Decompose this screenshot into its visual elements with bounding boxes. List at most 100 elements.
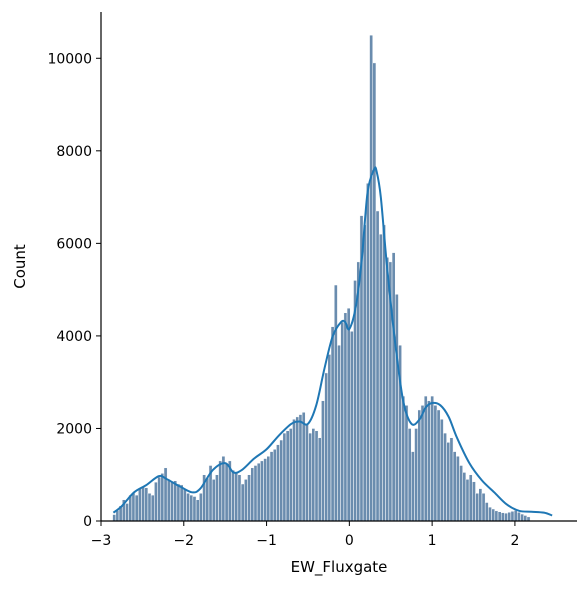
histogram-bar <box>192 496 197 522</box>
histogram-bar <box>452 451 457 522</box>
histogram-bar <box>411 451 415 522</box>
histogram-bar <box>215 474 219 522</box>
histogram-bar <box>272 449 277 522</box>
histogram-bar <box>375 210 380 522</box>
x-tick-label: 0 <box>345 533 354 549</box>
histogram-bar <box>462 472 467 522</box>
histogram-bar <box>330 326 335 522</box>
histogram-bar <box>510 511 515 522</box>
histogram-bar <box>231 469 235 522</box>
histogram-bar <box>115 510 120 522</box>
histogram-bar <box>237 474 242 522</box>
histogram-bar <box>240 483 245 522</box>
histogram-bar <box>484 502 489 522</box>
histogram-bar <box>433 405 438 522</box>
histogram-bar <box>343 312 348 522</box>
histogram-bar <box>407 428 412 522</box>
histogram-bar <box>224 462 229 522</box>
histogram-bar <box>333 284 338 522</box>
histogram-bar <box>459 465 463 522</box>
y-tick-label: 0 <box>83 514 92 530</box>
histogram-bar <box>292 418 296 522</box>
histogram-bar <box>125 503 129 522</box>
histogram-bar <box>491 508 496 522</box>
histogram-bar <box>282 432 287 522</box>
kde-layer <box>112 166 553 517</box>
histogram-bar <box>260 460 264 522</box>
histogram-bar <box>311 428 316 522</box>
x-tick-label: 2 <box>510 533 519 549</box>
histogram-bar <box>362 224 367 522</box>
y-tick-label: 4000 <box>56 329 92 345</box>
y-tick-label: 6000 <box>56 236 92 252</box>
histogram-bar <box>317 437 322 522</box>
histogram-bar <box>472 481 476 522</box>
histogram-bar <box>314 430 319 522</box>
histogram-bar <box>244 479 248 522</box>
histogram-bar <box>369 34 374 522</box>
axes-layer <box>100 12 577 522</box>
y-tick-label: 8000 <box>56 144 92 160</box>
histogram-bar <box>481 492 486 522</box>
histogram-bar <box>266 455 271 522</box>
x-ticks: −3 −2 −1 0 1 2 <box>91 521 519 549</box>
histogram-bar <box>183 488 187 522</box>
histogram-bar <box>289 428 293 522</box>
histogram-bar <box>234 472 239 522</box>
histogram-bar <box>520 513 524 522</box>
histogram-bar <box>526 516 531 522</box>
histogram-bar <box>138 487 142 522</box>
histogram-bar <box>218 460 223 522</box>
histogram-bar <box>436 409 441 522</box>
x-tick-label: −2 <box>173 533 194 549</box>
histogram-bar <box>372 62 377 522</box>
histogram-bar <box>404 405 409 522</box>
histogram-bar <box>186 492 190 522</box>
kde-line <box>112 166 553 517</box>
histogram-bar <box>420 405 425 522</box>
histogram-bar <box>497 511 502 522</box>
histogram-bar <box>134 494 139 522</box>
y-axis-label: Count <box>11 244 29 289</box>
histogram-bar <box>176 483 181 522</box>
histogram-bar <box>269 451 274 522</box>
histogram-bar <box>513 510 518 522</box>
histogram-bar <box>173 480 178 522</box>
histogram-bar <box>517 511 521 522</box>
y-ticks: 0 2000 4000 6000 8000 10000 <box>47 51 101 530</box>
histogram-bar <box>157 476 162 522</box>
histogram-bar <box>250 467 255 522</box>
histogram-bar <box>523 515 528 522</box>
histogram-bar <box>443 432 447 522</box>
histogram-bar <box>112 514 117 522</box>
histogram-bar <box>276 444 280 522</box>
histogram-bar <box>298 414 303 522</box>
histogram-bar <box>160 473 165 522</box>
histogram-bar <box>166 479 171 522</box>
x-tick-label: −1 <box>256 533 277 549</box>
y-tick-label: 10000 <box>47 51 92 67</box>
histogram-bar <box>189 494 194 522</box>
histogram-bar <box>417 409 422 522</box>
histogram-bar <box>385 257 390 522</box>
histogram-bar <box>382 224 386 522</box>
histogram-bar <box>423 395 428 522</box>
histogram-bar <box>263 458 268 522</box>
histogram-bar <box>179 484 184 522</box>
histogram-bar <box>475 492 480 522</box>
histogram-bar <box>305 423 309 522</box>
histogram-bar <box>163 467 168 522</box>
histogram-bar <box>504 512 508 522</box>
histogram-bar <box>414 428 418 522</box>
histogram-bar <box>449 437 454 522</box>
histogram-bar <box>170 481 174 522</box>
histogram-bar <box>144 487 149 522</box>
histogram-bar <box>211 479 216 522</box>
x-axis-label: EW_Fluxgate <box>291 558 388 577</box>
histogram-bar <box>327 354 332 522</box>
histogram-bar <box>321 400 325 522</box>
histogram-bar <box>205 477 210 522</box>
histogram-bar <box>500 512 505 522</box>
